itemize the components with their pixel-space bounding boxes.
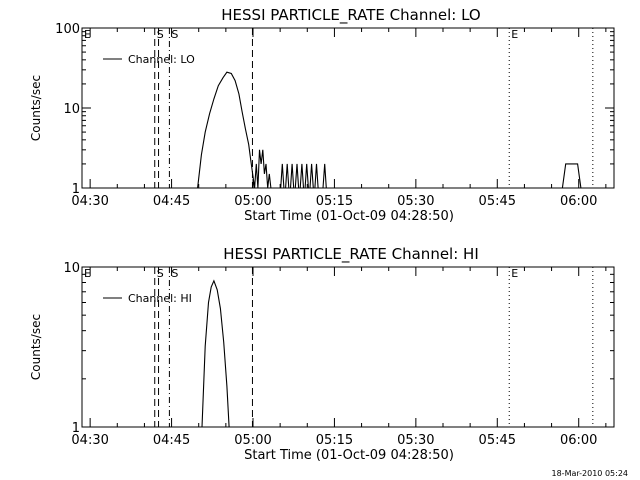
hi-y-axis-label: Counts/sec	[29, 314, 43, 380]
lo-x-tick-label: 05:00	[234, 194, 271, 209]
lo-x-tick-label: 05:30	[397, 194, 434, 209]
lo-legend-label: Channel: LO	[128, 53, 195, 66]
lo-chart-title: HESSI PARTICLE_RATE Channel: LO	[221, 6, 480, 25]
lo-event-marker-label: E	[84, 28, 91, 41]
lo-x-tick-label: 05:15	[316, 194, 353, 209]
hi-plot-frame	[81, 266, 615, 428]
lo-event-marker-label: E	[511, 28, 518, 41]
hi-x-tick-label: 05:30	[397, 433, 434, 448]
hi-event-marker-label: S	[171, 267, 178, 280]
lo-x-tick-label: 05:45	[479, 194, 516, 209]
hi-series-line-0	[201, 279, 230, 428]
lo-event-marker-label: S	[171, 28, 178, 41]
lo-series-line-0	[197, 71, 327, 189]
hi-x-tick-label: 05:00	[234, 433, 271, 448]
hi-event-marker-label: E	[84, 267, 91, 280]
lo-event-marker-label: S	[157, 28, 164, 41]
hi-y-tick-label: 10	[63, 261, 80, 276]
hi-x-tick-label: 06:00	[560, 433, 597, 448]
generation-timestamp: 18-Mar-2010 05:24	[551, 469, 629, 478]
lo-x-axis-label: Start Time (01-Oct-09 04:28:50)	[244, 209, 454, 224]
lo-x-tick-label: 06:00	[560, 194, 597, 209]
hi-x-tick-label: 05:15	[316, 433, 353, 448]
hi-x-tick-label: 05:45	[479, 433, 516, 448]
lo-y-axis-label: Counts/sec	[29, 75, 43, 141]
lo-y-tick-label: 10	[63, 102, 80, 117]
hi-event-marker-label: E	[511, 267, 518, 280]
lo-x-tick-label: 04:45	[153, 194, 190, 209]
lo-series-line-1	[561, 163, 582, 189]
lo-y-tick-label: 100	[55, 22, 80, 37]
hi-x-tick-label: 04:30	[71, 433, 108, 448]
hi-x-tick-label: 04:45	[153, 433, 190, 448]
hi-x-axis-label: Start Time (01-Oct-09 04:28:50)	[244, 448, 454, 463]
hi-legend-label: Channel: HI	[128, 292, 192, 305]
hi-chart-title: HESSI PARTICLE_RATE Channel: HI	[223, 245, 479, 264]
hi-y-tick-label: 1	[72, 421, 80, 436]
lo-plot-frame	[81, 27, 615, 189]
hi-event-marker-label: S	[157, 267, 164, 280]
lo-y-tick-label: 1	[72, 182, 80, 197]
lo-x-tick-label: 04:30	[71, 194, 108, 209]
